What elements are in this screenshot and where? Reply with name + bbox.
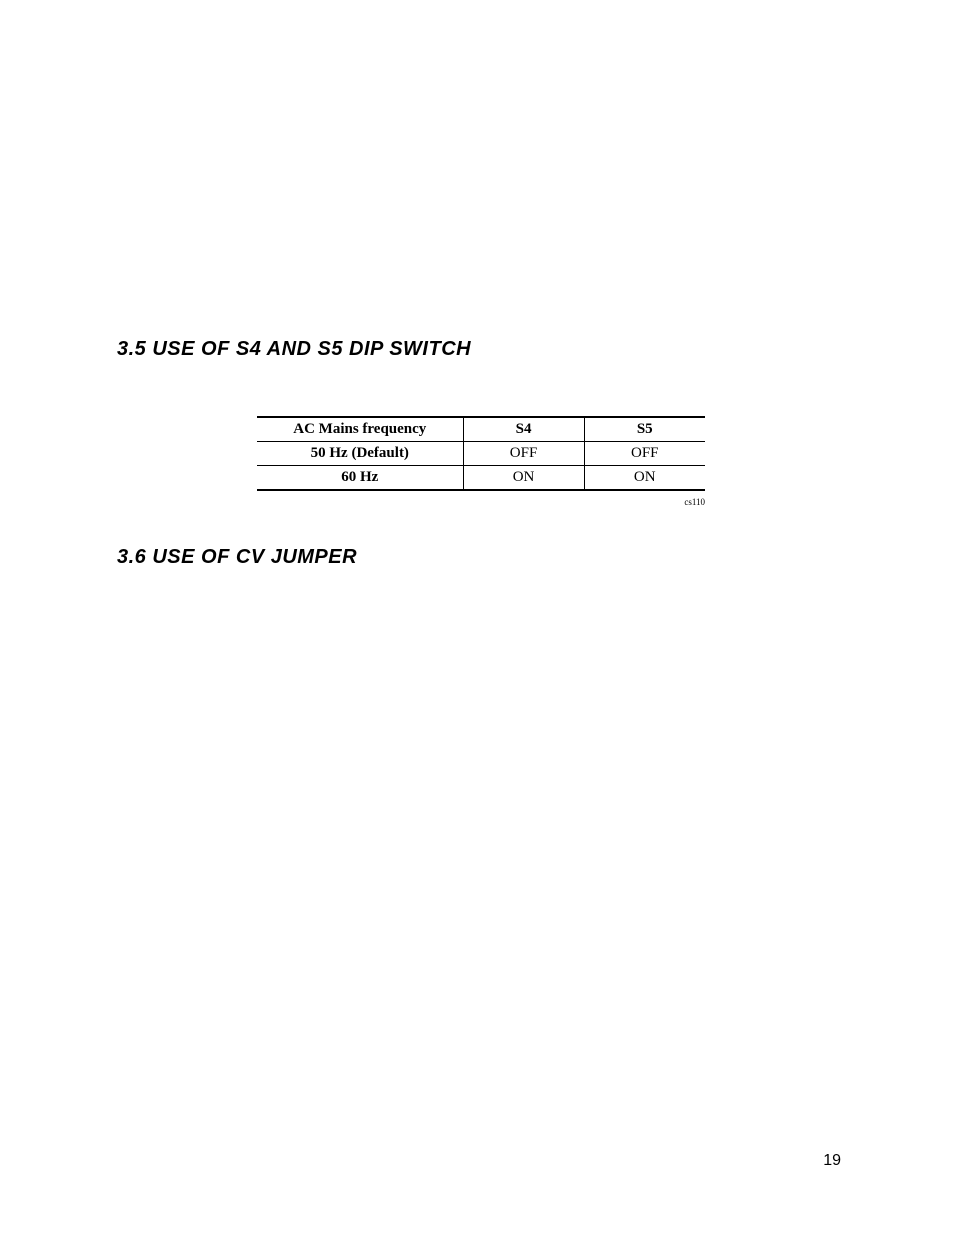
table-cell: OFF bbox=[463, 442, 584, 466]
table-cell: 60 Hz bbox=[257, 466, 463, 491]
page-root: 3.5 USE OF S4 AND S5 DIP SWITCH AC Mains… bbox=[0, 0, 954, 1235]
table-row: 60 Hz ON ON bbox=[257, 466, 705, 491]
table-header-cell: AC Mains frequency bbox=[257, 417, 463, 442]
table-header-cell: S4 bbox=[463, 417, 584, 442]
section-heading-3-6: 3.6 USE OF CV JUMPER bbox=[117, 546, 357, 569]
dip-switch-table: AC Mains frequency S4 S5 50 Hz (Default)… bbox=[257, 416, 705, 491]
table-caption: cs110 bbox=[684, 497, 705, 507]
table-row: 50 Hz (Default) OFF OFF bbox=[257, 442, 705, 466]
table-cell: ON bbox=[584, 466, 705, 491]
section-heading-3-5: 3.5 USE OF S4 AND S5 DIP SWITCH bbox=[117, 338, 471, 361]
table-cell: ON bbox=[463, 466, 584, 491]
table-cell: 50 Hz (Default) bbox=[257, 442, 463, 466]
table-header-row: AC Mains frequency S4 S5 bbox=[257, 417, 705, 442]
dip-switch-table-container: AC Mains frequency S4 S5 50 Hz (Default)… bbox=[257, 416, 705, 491]
table-cell: OFF bbox=[584, 442, 705, 466]
table-header-cell: S5 bbox=[584, 417, 705, 442]
page-number: 19 bbox=[823, 1152, 841, 1170]
